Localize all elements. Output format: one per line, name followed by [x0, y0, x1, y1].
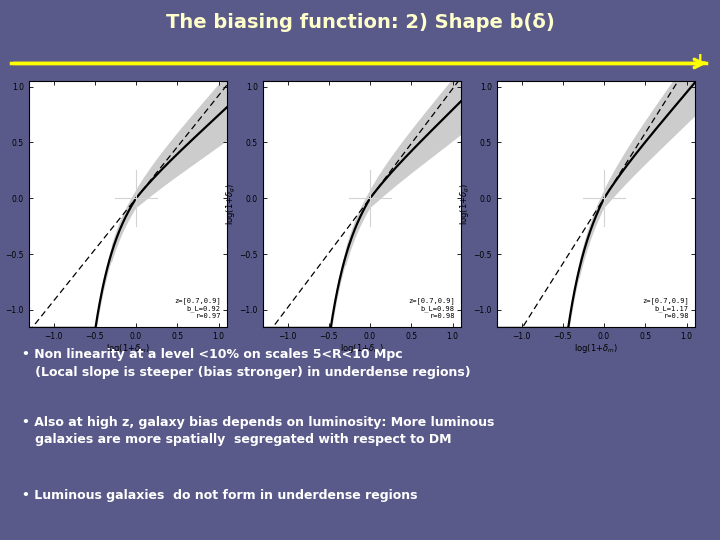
Text: The biasing function: 2) Shape b(δ): The biasing function: 2) Shape b(δ) [166, 14, 554, 32]
Text: z=[0.7,0.9]
b_L=0.98
r=0.98: z=[0.7,0.9] b_L=0.98 r=0.98 [408, 297, 455, 319]
Y-axis label: log(1+$\delta_g$): log(1+$\delta_g$) [225, 183, 238, 225]
Y-axis label: log(1+$\delta_g$): log(1+$\delta_g$) [459, 183, 472, 225]
Text: • Luminous galaxies  do not form in underdense regions: • Luminous galaxies do not form in under… [22, 489, 417, 502]
X-axis label: log(1+$\delta_m$): log(1+$\delta_m$) [340, 342, 384, 355]
X-axis label: log(1+$\delta_m$): log(1+$\delta_m$) [574, 342, 618, 355]
Text: L: L [698, 53, 706, 66]
Text: z=[0.7,0.9]
b_L=1.17
r=0.98: z=[0.7,0.9] b_L=1.17 r=0.98 [642, 297, 689, 319]
Text: z=[0.7,0.9]
b_L=0.92
r=0.97: z=[0.7,0.9] b_L=0.92 r=0.97 [174, 297, 221, 319]
Y-axis label: log(1+$\delta_g$): log(1+$\delta_g$) [0, 183, 4, 225]
X-axis label: log(1+$\delta_m$): log(1+$\delta_m$) [106, 342, 150, 355]
Text: • Also at high z, galaxy bias depends on luminosity: More luminous
   galaxies a: • Also at high z, galaxy bias depends on… [22, 416, 494, 446]
Text: • Non linearity at a level <10% on scales 5<R<10 Mpc
   (Local slope is steeper : • Non linearity at a level <10% on scale… [22, 348, 470, 379]
